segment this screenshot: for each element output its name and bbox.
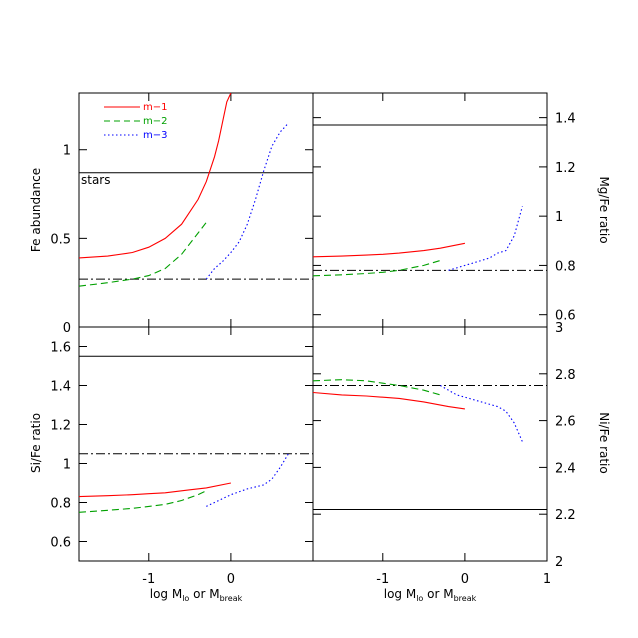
x-axis-label-left: log Mlo or Mbreak (150, 587, 243, 603)
ytick-label-mg: 0.8 (555, 259, 576, 274)
series-line-ni-3 (440, 385, 523, 442)
series-line-fe-2 (79, 222, 207, 287)
series-line-mg-2 (313, 259, 441, 277)
legend-label-m1: m−1 (143, 102, 167, 113)
series-line-si-3 (206, 453, 289, 507)
series-line-si-2 (79, 490, 207, 513)
series-line-mg-3 (448, 206, 523, 271)
plot-area-fe (79, 93, 313, 287)
ytick-label-ni: 3 (555, 321, 563, 336)
ytick-label-mg: 1 (555, 210, 563, 225)
ytick-label-mg: 0.6 (555, 309, 576, 324)
ytick-label-ni: 2.4 (555, 461, 576, 476)
plot-area-ni (313, 379, 547, 511)
ytick-label-mg: 1.4 (555, 112, 576, 127)
series-line-mg-1 (313, 242, 466, 258)
xtick-label-si: -1 (142, 572, 155, 587)
plot-area-si (79, 355, 313, 513)
legend-label-m2: m−2 (143, 116, 167, 127)
panel-fe: 00.51 (50, 92, 314, 336)
panel-ni: 2 2.2 2.4 2.6 2.8 3 -1 0 1 (312, 321, 576, 587)
panel-frame-si (78, 326, 314, 562)
ytick-label-ni: 2.8 (555, 368, 576, 383)
legend-label-m3: m−3 (143, 130, 167, 141)
ytick-label-si: 0.6 (50, 536, 71, 551)
panel-frame-ni (312, 326, 548, 562)
ytick-label-si: 1.6 (50, 341, 71, 356)
xtick-label-ni: 0 (461, 572, 469, 587)
panel-frame-fe (78, 92, 314, 328)
y-axis-label-mg: Mg/Fe ratio (597, 176, 611, 243)
ytick-label-fe: 0 (63, 321, 71, 336)
panel-mg: 0.6 0.8 1 1.2 1.4 (312, 92, 576, 328)
panels: 00.510.60.811.21.40.60.811.21.41.6-1 022.… (50, 92, 576, 587)
y-axis-label-fe: Fe abundance (29, 168, 43, 252)
xtick-label-ni: -1 (376, 572, 389, 587)
ytick-label-ni: 2.6 (555, 415, 576, 430)
plot-area-mg (313, 124, 547, 277)
panel-si: 0.6 0.8 1 1.2 1.4 1.6 -1 0 (50, 326, 314, 587)
ytick-label-ni: 2 (555, 555, 563, 570)
xtick-label-si: 0 (227, 572, 235, 587)
ytick-label-ni: 2.2 (555, 508, 576, 523)
ytick-label-si: 1.4 (50, 380, 71, 395)
y-axis-label-ni: Ni/Fe ratio (597, 412, 611, 473)
series-line-si-1 (79, 482, 232, 498)
ytick-label-si: 1 (63, 458, 71, 473)
series-line-ni-2 (313, 379, 441, 396)
ytick-label-fe: 0.5 (50, 232, 71, 247)
series-line-fe-3 (205, 122, 289, 280)
panel-frame-mg (312, 92, 548, 328)
ytick-label-fe: 1 (63, 144, 71, 159)
legend: m−1 m−2 m−3 (104, 102, 167, 141)
series-line-ni-1 (313, 391, 465, 410)
ytick-label-si: 0.8 (50, 497, 71, 512)
x-axis-label-right: log Mlo or Mbreak (384, 587, 477, 603)
y-axis-label-si: Si/Fe ratio (29, 413, 43, 473)
xtick-label-ni: 1 (543, 572, 551, 587)
ytick-label-mg: 1.2 (555, 161, 576, 176)
ytick-label-si: 1.2 (50, 419, 71, 434)
series-line-fe-1 (79, 93, 232, 259)
stars-annotation: stars (81, 173, 111, 187)
